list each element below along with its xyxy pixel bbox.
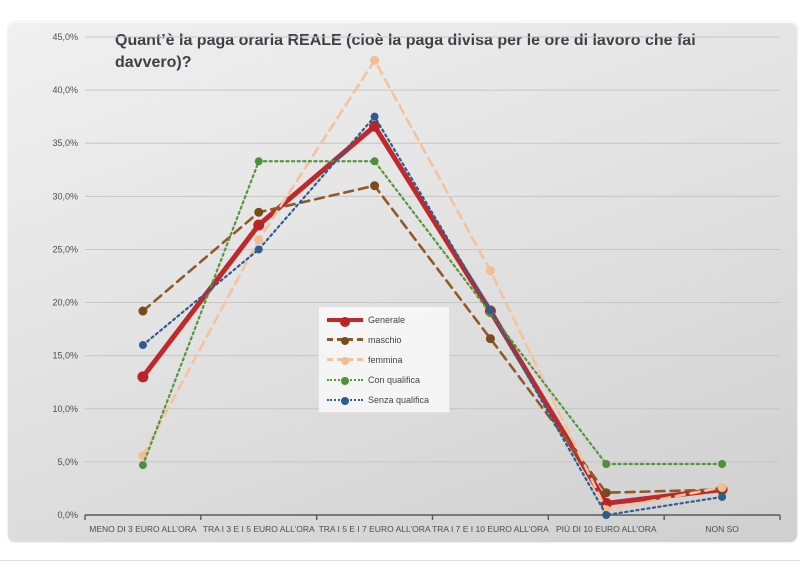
series-marker-con-qualifica (254, 157, 263, 166)
legend-item-femmina: femmina (327, 353, 443, 366)
y-axis-tick-label: 20,0% (52, 298, 78, 308)
series-marker-maschio (601, 488, 611, 498)
legend-item-generale: Generale (327, 313, 443, 327)
series-marker-femmina (254, 235, 264, 245)
series-marker-femmina (485, 266, 495, 276)
legend-marker-dot (341, 376, 349, 385)
series-line-con-qualifica (141, 160, 724, 467)
chart-legend: Generale maschio femmina Con qualifica Senza… (318, 306, 450, 413)
series-line-generale (140, 123, 725, 506)
y-axis-tick-label: 5,0% (57, 457, 78, 467)
y-axis-tick-label: 45,0% (52, 32, 78, 42)
series-marker-con-qualifica (602, 460, 611, 469)
series-line-senza-qualifica (141, 115, 724, 517)
series-marker-maschio (138, 306, 148, 316)
y-axis-tick-label: 0,0% (57, 510, 78, 520)
legend-marker-dot (341, 396, 349, 405)
series-marker-femmina (370, 55, 380, 65)
series-marker-maschio (370, 181, 380, 191)
x-axis-label: PIÙ DI 10 EURO ALL’ORA (556, 524, 657, 534)
x-axis-label: TRA I 7 E I 10 EURO ALL’ORA (432, 524, 549, 534)
x-axis-label: MENO DI 3 EURO ALL’ORA (89, 524, 197, 534)
chart-title: Quant’è la paga oraria REALE (cioè la pa… (115, 32, 696, 72)
line-chart-plot-area: 0,0% 5,0% 10,0% 15,0% 20,0% 25,0% 30,0% 35,0% 40… (52, 32, 781, 534)
legend-line-sample (327, 396, 363, 405)
legend-marker-dot (341, 357, 349, 365)
series-line-maschio (141, 184, 724, 494)
series-marker-femmina (717, 482, 727, 492)
legend-marker-dot (340, 316, 350, 327)
legend-line-sample (327, 337, 363, 345)
series-marker-senza-qualifica (138, 341, 147, 350)
y-axis-tick-label: 25,0% (52, 244, 78, 254)
series-marker-con-qualifica (370, 157, 379, 166)
chart-panel: Quant’è la paga oraria REALE (cioè la pa… (8, 22, 797, 542)
legend-line-sample (327, 357, 363, 365)
legend-label: Senza qualifica (368, 394, 430, 405)
series-line-femmina (141, 59, 724, 511)
series-marker-generale (137, 371, 149, 383)
y-axis-tick-label: 15,0% (52, 351, 78, 361)
series-marker-senza-qualifica (370, 112, 379, 121)
legend-line-sample (327, 376, 363, 385)
x-axis-label: TRA I 3 E I 5 EURO ALL’ORA (203, 524, 315, 534)
y-axis-tick-label: 30,0% (52, 191, 78, 201)
legend-item-maschio: maschio (327, 333, 443, 346)
series-marker-senza-qualifica (602, 511, 611, 519)
legend-line-sample (327, 316, 363, 327)
legend-label: Generale (368, 314, 406, 325)
series-marker-maschio (485, 334, 495, 344)
y-axis-tick-label: 40,0% (52, 85, 78, 95)
series-marker-senza-qualifica (254, 245, 263, 254)
legend-marker-dot (341, 337, 349, 345)
legend-label: femmina (368, 354, 403, 365)
series-marker-maschio (254, 207, 264, 217)
x-axis-label: NON SO (705, 524, 739, 534)
legend-item-con-qualifica: Con qualifica (327, 373, 443, 386)
legend-label: maschio (368, 334, 402, 345)
y-axis-tick-label: 35,0% (52, 138, 78, 148)
series-marker-con-qualifica (718, 460, 727, 469)
series-marker-generale (369, 120, 381, 132)
legend-label: Con qualifica (368, 374, 421, 385)
series-marker-senza-qualifica (718, 492, 727, 501)
legend-item-senza-qualifica: Senza qualifica (327, 393, 443, 406)
window-bottom-edge (0, 560, 800, 561)
series-marker-generale (253, 219, 265, 231)
y-axis-tick-label: 10,0% (52, 404, 78, 414)
x-axis-label: TRA I 5 E I 7 EURO ALL’ORA (319, 524, 431, 534)
series-marker-con-qualifica (138, 461, 147, 470)
series-marker-senza-qualifica (486, 305, 495, 314)
